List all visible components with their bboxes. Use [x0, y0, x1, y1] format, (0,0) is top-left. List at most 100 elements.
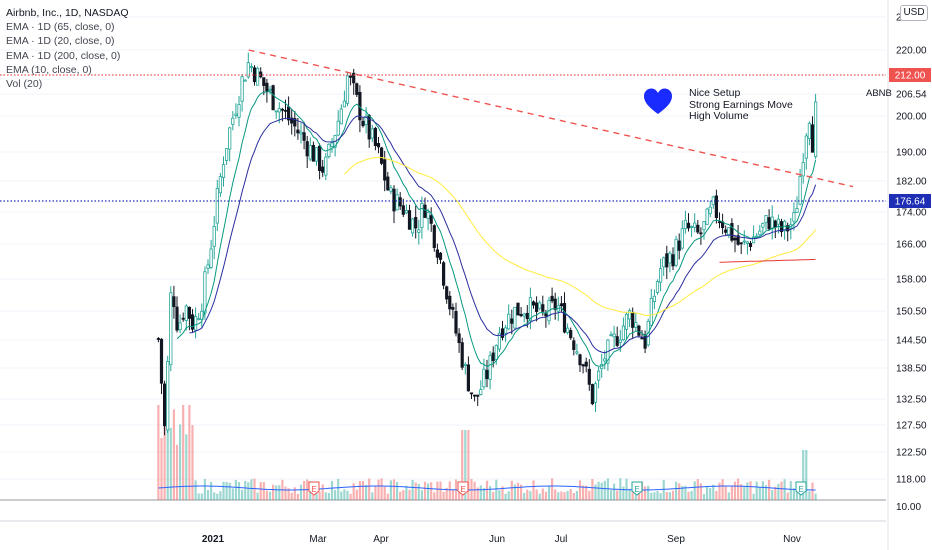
earnings-badge: [795, 481, 807, 496]
candle-body: [745, 241, 750, 244]
candle-body: [435, 249, 440, 258]
volume-bar: [616, 490, 619, 500]
candle-body: [432, 225, 436, 248]
volume-bar: [582, 485, 585, 500]
volume-bar: [603, 480, 606, 500]
price-tick-label: 144.50: [896, 336, 927, 347]
time-tick-label: Jul: [555, 534, 568, 545]
volume-axis-label: 10.00: [896, 502, 921, 513]
candle-body: [507, 313, 511, 330]
candle-body: [770, 216, 774, 230]
volume-bar: [578, 480, 582, 500]
candle-body: [203, 271, 207, 314]
candle-body: [283, 109, 288, 112]
candle-body: [302, 132, 306, 141]
candle-body: [714, 195, 719, 218]
volume-bar: [740, 484, 743, 500]
candle-body: [379, 147, 384, 164]
candle-body: [339, 108, 343, 125]
volume-bar: [420, 490, 423, 500]
candle-body: [392, 188, 396, 212]
setup-annotation[interactable]: Nice Setup Strong Earnings Move High Vol…: [689, 87, 793, 123]
annotation-line: High Volume: [689, 110, 749, 122]
candle-body: [581, 364, 585, 367]
candle-body: [807, 122, 812, 140]
volume-bar: [222, 481, 225, 500]
candle-body: [206, 264, 210, 269]
candle-body: [364, 115, 368, 125]
price-line-label-bg: [889, 194, 931, 208]
volume-bar: [467, 430, 470, 500]
candle-body: [510, 318, 514, 324]
volume-bar: [513, 484, 516, 500]
ema10-line: [176, 90, 817, 368]
candle-body: [764, 215, 768, 224]
legend-ema65[interactable]: EMA · 1D (65, close, 0): [6, 21, 115, 34]
price-line-label: 212.00: [895, 71, 926, 82]
last-price-label: 206.54: [896, 90, 927, 101]
annotation-line: Nice Setup: [689, 87, 741, 99]
candle-body: [717, 221, 722, 224]
volume-bar: [774, 486, 777, 500]
candle-body: [441, 262, 446, 286]
candle-body: [491, 352, 495, 361]
candle-body: [221, 164, 226, 178]
candle-body: [665, 253, 669, 268]
volume-bar: [172, 409, 175, 500]
candle-body: [482, 368, 486, 388]
volume-bar: [268, 491, 272, 500]
candle-body: [535, 302, 539, 312]
candle-body: [193, 316, 198, 331]
earnings-marker: E: [308, 481, 320, 496]
candle-body: [215, 188, 219, 224]
candle-body: [212, 226, 216, 247]
volume-bar: [811, 482, 814, 500]
volume-bar: [523, 492, 526, 500]
candle-body: [268, 88, 272, 91]
volume-bar: [662, 479, 665, 500]
price-tick-label: 127.50: [896, 421, 927, 432]
volume-bar: [585, 485, 588, 500]
volume-bar: [594, 484, 597, 500]
time-tick-label: Nov: [783, 534, 801, 545]
volume-bar: [557, 492, 560, 500]
candle-body: [414, 216, 418, 229]
legend-ema10[interactable]: EMA (10, close, 0): [6, 63, 92, 76]
volume-bar: [402, 490, 405, 500]
candle-body: [680, 228, 684, 249]
candle-body: [488, 355, 492, 380]
currency-button[interactable]: USD: [900, 5, 928, 21]
volume-bar: [597, 481, 600, 500]
legend-ema200[interactable]: EMA · 1D (200, close, 0): [6, 49, 121, 62]
candle-body: [587, 368, 591, 385]
candle-body: [752, 236, 756, 244]
candle-body: [370, 128, 374, 139]
volume-bar: [157, 405, 160, 500]
volume-bar: [262, 482, 265, 500]
volume-bar: [458, 490, 461, 500]
volume-bar: [529, 491, 532, 500]
price-tick-label: 118.00: [896, 475, 926, 486]
volume-bar: [361, 481, 365, 500]
candle-body: [162, 383, 167, 427]
volume-bar: [411, 479, 414, 500]
volume-bar: [442, 491, 445, 500]
volume-bar: [203, 479, 206, 500]
volume-bar: [206, 490, 210, 500]
earnings-letter: E: [798, 485, 803, 494]
candle-body: [190, 314, 195, 330]
earnings-badge: [308, 481, 320, 496]
candle-body: [451, 307, 455, 310]
candle-body: [621, 325, 626, 341]
candle-body: [519, 313, 523, 317]
volume-bar: [544, 491, 547, 500]
candlesticks: [156, 52, 818, 436]
heart-icon: [644, 88, 672, 114]
legend-volume[interactable]: Vol (20): [6, 78, 43, 91]
candle-body: [562, 302, 567, 333]
volume-bar: [259, 482, 262, 500]
legend-ema20[interactable]: EMA · 1D (20, close, 0): [6, 35, 115, 48]
volume-bar: [160, 437, 163, 500]
volume-bar: [380, 478, 383, 500]
